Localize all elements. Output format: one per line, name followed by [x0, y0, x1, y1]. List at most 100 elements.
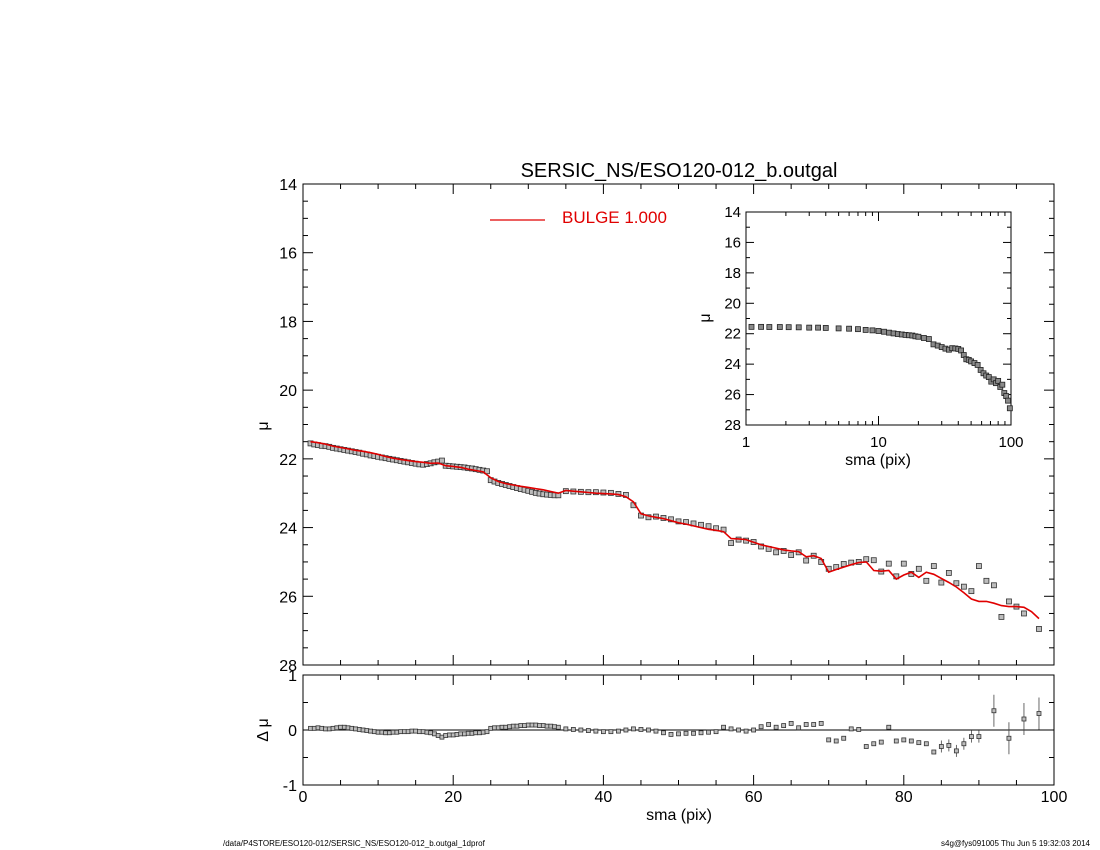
residual-point — [803, 722, 809, 727]
residual-point — [796, 725, 802, 731]
residual-point — [593, 728, 599, 734]
x-tick-label: 40 — [595, 789, 613, 806]
inset-axis-ticks — [745, 211, 1012, 426]
residual-point — [691, 730, 696, 736]
residual-point — [908, 738, 914, 744]
inset-y-tick-label: 14 — [724, 204, 741, 221]
inset-y-tick-label: 16 — [724, 234, 741, 251]
observed-point — [953, 580, 960, 587]
inset-y-tick-label: 26 — [724, 387, 741, 404]
observed-point — [945, 570, 952, 576]
residual-point — [676, 731, 681, 737]
observed-point — [960, 583, 967, 590]
residual-points — [308, 694, 1042, 757]
residual-point — [856, 727, 862, 732]
inset-observed-point — [785, 324, 792, 331]
residual-point — [833, 738, 839, 744]
inset-tick-labels: 14 16 18 20 22 24 26 281 10 100 — [724, 204, 1023, 451]
residual-point — [683, 730, 689, 736]
residual-point — [555, 724, 561, 730]
bulge-model-line — [310, 440, 1040, 620]
residual-point — [653, 728, 659, 734]
residual-y-tick-label: -1 — [283, 778, 297, 795]
observed-profile-points — [307, 440, 1042, 632]
inset-x-axis-label: sma (pix) — [845, 452, 911, 469]
residual-y-axis-label: Δ μ — [255, 718, 272, 741]
residual-point — [766, 722, 772, 727]
observed-point — [645, 514, 652, 521]
observed-point — [803, 557, 810, 564]
inset-observed-point — [835, 325, 842, 332]
observed-point — [1036, 626, 1042, 632]
residual-point — [991, 708, 997, 714]
legend-label: BULGE 1.000 — [562, 208, 667, 227]
footer-timestamp: s4g@fys091005 Thu Jun 5 19:32:03 2014 — [941, 839, 1091, 848]
residual-point — [758, 724, 764, 730]
observed-point — [930, 563, 937, 569]
residual-point — [893, 738, 899, 744]
residual-point — [878, 739, 884, 745]
y-tick-label: 24 — [279, 521, 297, 538]
residual-point — [953, 748, 959, 754]
residual-point — [646, 727, 651, 733]
inset-observed-point — [920, 335, 927, 341]
inset-observed-point — [974, 362, 981, 368]
residual-point — [631, 726, 636, 732]
inset-observed-point — [999, 381, 1006, 388]
residual-point — [585, 728, 591, 733]
residual-point — [668, 732, 674, 737]
inset-observed-point — [806, 324, 813, 331]
inset-observed-point — [815, 324, 821, 331]
residual-point — [616, 728, 621, 734]
inset-observed-point — [1005, 397, 1011, 404]
residual-point — [484, 729, 490, 735]
residual-point — [818, 721, 824, 726]
inset-y-tick-label: 22 — [724, 326, 741, 343]
observed-point — [608, 489, 614, 496]
y-tick-label: 22 — [279, 452, 297, 469]
observed-point — [983, 577, 990, 584]
residual-point — [698, 730, 704, 736]
inset-observed-point — [869, 327, 876, 334]
residual-axis-ticks — [302, 674, 1055, 786]
observed-point — [968, 588, 975, 595]
observed-point — [788, 552, 795, 558]
residual-point — [901, 737, 907, 743]
inset-observed-point — [855, 326, 861, 333]
residual-point — [706, 729, 711, 735]
residual-point — [781, 723, 787, 728]
observed-point — [484, 468, 490, 475]
observed-point — [976, 563, 982, 569]
inset-y-tick-label: 20 — [724, 295, 741, 312]
main-axis-ticks — [302, 183, 1055, 666]
inset-observed-point — [875, 328, 882, 334]
inset-x-tick-label: 10 — [870, 434, 887, 451]
residual-point — [773, 724, 779, 730]
residual-point — [570, 727, 576, 732]
residual-point — [1021, 716, 1027, 722]
residual-point — [751, 727, 756, 733]
inset-x-tick-label: 100 — [998, 434, 1023, 451]
inset-x-tick-label: 1 — [742, 434, 750, 451]
residual-point — [743, 728, 749, 734]
inset-y-axis-label: μ — [697, 313, 714, 322]
main-y-axis-label: μ — [255, 421, 272, 430]
observed-point — [1021, 610, 1027, 617]
residual-point — [848, 726, 854, 732]
observed-point — [923, 577, 930, 584]
inset-y-tick-label: 24 — [724, 356, 741, 373]
residual-point — [923, 741, 929, 747]
observed-point — [885, 560, 892, 567]
observed-point — [863, 556, 870, 563]
inset-observed-point — [795, 324, 802, 331]
residual-point — [563, 726, 569, 732]
residual-point — [976, 734, 982, 739]
chart-title: SERSIC_NS/ESO120-012_b.outgal — [521, 160, 838, 182]
inset-observed-point — [766, 324, 773, 330]
inset-observed-point — [881, 328, 887, 335]
residual-point — [661, 730, 666, 736]
x-tick-label: 80 — [895, 789, 913, 806]
inset-observed-point — [1006, 405, 1013, 412]
y-tick-label: 18 — [279, 314, 297, 331]
